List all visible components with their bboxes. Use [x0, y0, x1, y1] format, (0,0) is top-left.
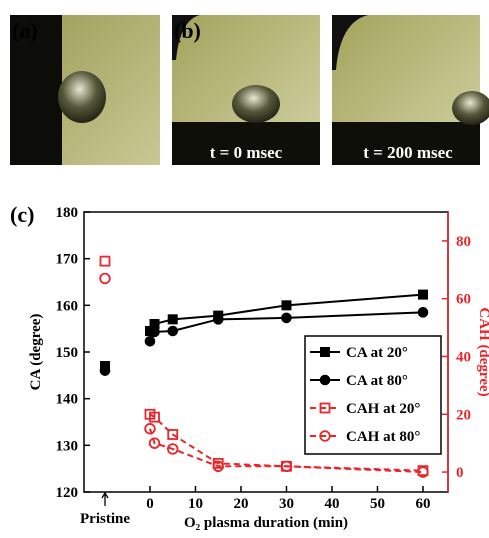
y-tick-label: 170 — [56, 252, 79, 268]
y2-tick-label: 20 — [456, 407, 471, 423]
pristine-label: Pristine — [80, 511, 130, 527]
legend: CA at 20° CA at 80° CAH at 20° CAH at 80° — [305, 336, 441, 454]
marker — [213, 315, 223, 325]
y-tick-label: 130 — [56, 438, 79, 454]
marker — [150, 327, 160, 337]
x-tick-label: 60 — [415, 496, 430, 512]
legend-marker — [320, 375, 330, 385]
y-tick-label: 120 — [56, 485, 79, 501]
y2-axis-label: CAH (degree) — [476, 307, 489, 396]
panel-caption: t = 200 msec — [363, 143, 453, 162]
y2-tick-label: 0 — [456, 465, 464, 481]
x-axis-label: O₂ plasma duration (min) — [184, 515, 348, 531]
x-tick-label: 0 — [146, 496, 154, 512]
marker — [418, 290, 427, 299]
y-tick-label: 150 — [56, 345, 79, 361]
marker — [282, 301, 291, 310]
marker — [168, 315, 177, 324]
legend-label: CAH at 80° — [346, 429, 420, 445]
x-tick-label: 30 — [279, 496, 294, 512]
legend-label: CA at 80° — [346, 373, 408, 389]
y2-tick-label: 60 — [456, 292, 471, 308]
marker — [145, 336, 155, 346]
y2-tick-label: 80 — [456, 234, 471, 250]
x-tick-label: 50 — [370, 496, 385, 512]
y-tick-label: 140 — [56, 392, 79, 408]
marker — [100, 274, 110, 284]
x-tick-label: 20 — [233, 496, 248, 512]
y-tick-label: 160 — [56, 298, 79, 314]
legend-label: CA at 20° — [346, 345, 408, 361]
figure: (a) (b) t = 0 msec t = 200 msec (c) 120 1… — [0, 0, 489, 533]
legend-label: CAH at 20° — [346, 401, 420, 417]
panel-label: (c) — [10, 202, 34, 227]
marker — [282, 313, 292, 323]
photo-c: t = 200 msec — [332, 15, 489, 165]
y2-tick-label: 40 — [456, 349, 471, 365]
pristine-arrow — [102, 493, 108, 506]
panel-caption: t = 0 msec — [210, 143, 283, 162]
photo-b: (b) t = 0 msec — [172, 15, 320, 165]
marker — [418, 308, 428, 318]
photo-a: (a) — [10, 15, 160, 165]
panel-label: (a) — [12, 18, 38, 43]
marker — [168, 326, 178, 336]
legend-marker — [321, 348, 330, 357]
y-axis-label: CA (degree) — [28, 314, 44, 391]
marker — [100, 366, 110, 376]
x-tick-label: 10 — [188, 496, 203, 512]
y-tick-label: 180 — [56, 205, 79, 221]
x-tick-label: 40 — [324, 496, 339, 512]
marker — [101, 257, 110, 266]
panel-label: (b) — [174, 18, 201, 43]
